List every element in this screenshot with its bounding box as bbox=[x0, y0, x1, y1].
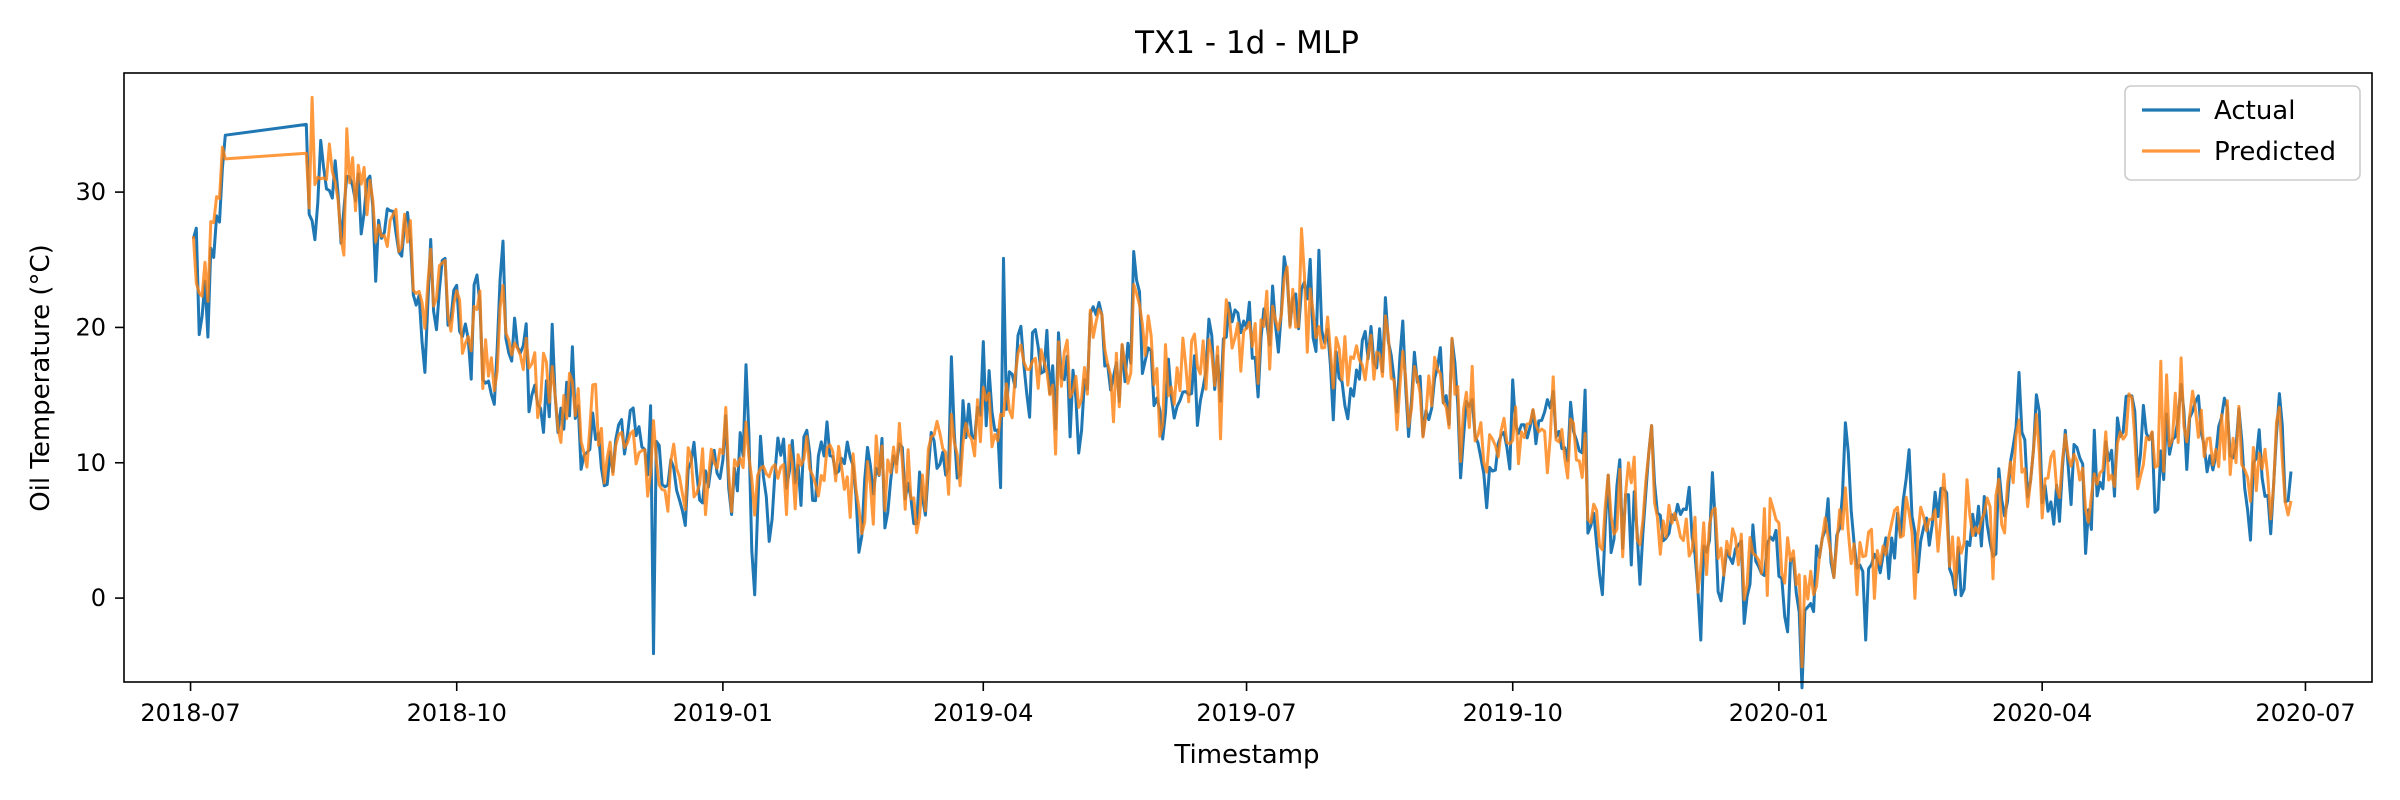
y-tick-label: 30 bbox=[75, 178, 106, 206]
x-axis-label: Timestamp bbox=[1173, 740, 1319, 770]
y-axis: 0 10 20 30 bbox=[75, 178, 124, 612]
x-tick-label: 2020-01 bbox=[1729, 699, 1829, 727]
x-tick-label: 2019-10 bbox=[1463, 699, 1563, 727]
x-tick-label: 2020-04 bbox=[1992, 699, 2092, 727]
legend-label-actual: Actual bbox=[2214, 96, 2295, 126]
y-tick-label: 10 bbox=[75, 449, 106, 477]
plot-lines bbox=[191, 95, 2293, 690]
y-axis-label: Oil Temperature (°C) bbox=[26, 244, 56, 512]
chart-title: TX1 - 1d - MLP bbox=[1134, 25, 1359, 61]
x-tick-label: 2019-04 bbox=[933, 699, 1033, 727]
legend: Actual Predicted bbox=[2124, 85, 2361, 181]
y-tick-label: 0 bbox=[91, 584, 106, 612]
y-tick-label: 20 bbox=[75, 313, 106, 341]
plot-frame bbox=[123, 72, 2373, 683]
x-tick-label: 2019-07 bbox=[1196, 699, 1296, 727]
x-tick-label: 2019-01 bbox=[673, 699, 773, 727]
x-tick-label: 2018-10 bbox=[407, 699, 507, 727]
x-tick-label: 2018-07 bbox=[140, 699, 240, 727]
x-axis: 2018-07 2018-10 2019-01 2019-04 2019-07 2019-… bbox=[140, 682, 2356, 727]
series-line-predicted bbox=[191, 95, 2293, 669]
x-tick-label: 2020-07 bbox=[2255, 699, 2355, 727]
legend-label-predicted: Predicted bbox=[2214, 137, 2336, 167]
